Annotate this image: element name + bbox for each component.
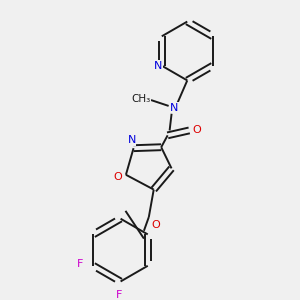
Text: N: N: [128, 135, 136, 145]
Text: O: O: [151, 220, 160, 230]
Text: F: F: [116, 290, 122, 300]
Text: N: N: [154, 61, 162, 71]
Text: F: F: [76, 259, 83, 269]
Text: O: O: [193, 125, 202, 135]
Text: CH₃: CH₃: [131, 94, 151, 104]
Text: O: O: [114, 172, 122, 182]
Text: N: N: [170, 103, 179, 113]
